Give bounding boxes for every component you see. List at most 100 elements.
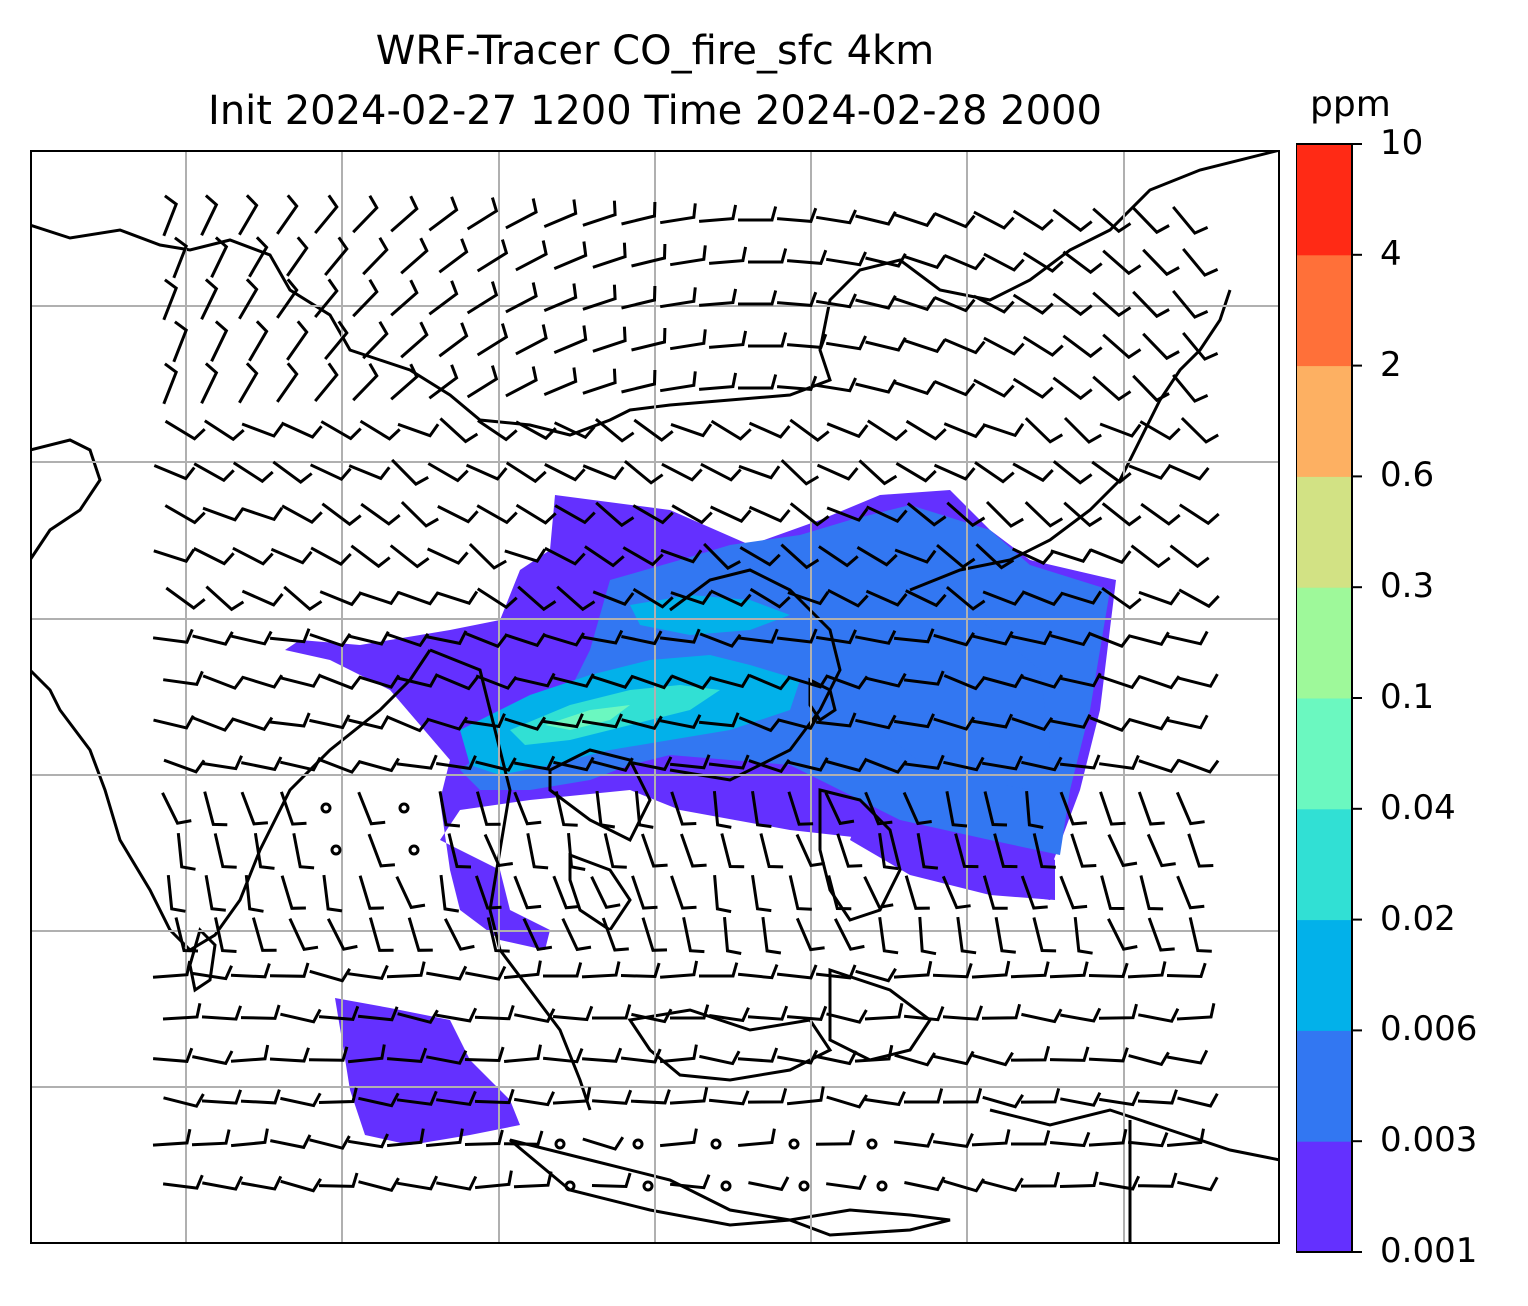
wind-barb (787, 591, 830, 606)
wind-barb (553, 325, 588, 354)
wind-barb (407, 917, 433, 952)
wind-barb (428, 364, 459, 400)
wind-barb (631, 243, 667, 268)
wind-barb (855, 967, 897, 983)
wind-barb (904, 1088, 944, 1104)
wind-barb (592, 674, 635, 689)
wind-barb (1172, 289, 1209, 319)
wind-barb (827, 875, 852, 911)
wind-barb (172, 236, 189, 279)
wind-barb (1059, 754, 1101, 770)
wind-barb (386, 961, 426, 979)
wind-barb (972, 1051, 1014, 1067)
wind-barb (709, 589, 752, 608)
wind-barb (270, 1134, 312, 1150)
wind-barb (906, 502, 947, 527)
wind-barb (241, 756, 283, 772)
wind-barb (827, 588, 869, 608)
wind-barb (308, 1046, 349, 1062)
wind-barb (200, 362, 219, 404)
wind-barb (280, 756, 322, 772)
wind-barb (592, 757, 634, 773)
wind-barb (1011, 630, 1053, 646)
wind-barb (943, 1178, 985, 1193)
wind-barb (192, 716, 235, 732)
wind-barb (464, 1046, 505, 1063)
wind-barb (352, 278, 379, 318)
wind-barb (347, 964, 389, 980)
wind-barb (543, 367, 578, 396)
wind-barb (632, 504, 674, 525)
wind-barb (309, 1135, 351, 1150)
wind-barb (163, 758, 206, 774)
wind-barb (348, 464, 391, 481)
wind-barb (241, 1175, 283, 1191)
wind-barb (477, 419, 518, 442)
wind-barb (708, 246, 748, 265)
wind-barb (670, 591, 713, 606)
wind-barb (836, 833, 863, 868)
wind-barb (659, 203, 697, 225)
wind-barb (971, 713, 1014, 729)
wind-barb (904, 338, 947, 354)
wind-barb (864, 1091, 906, 1107)
wind-barb (747, 1088, 788, 1104)
wind-barb (776, 628, 818, 644)
wind-barb (1166, 962, 1207, 979)
wind-barb (1049, 961, 1089, 979)
wind-barb (582, 368, 617, 395)
calm-wind-circle (330, 844, 342, 856)
wind-barb (981, 1003, 1022, 1020)
wind-barb (1142, 332, 1180, 361)
wind-barb (561, 917, 592, 952)
wind-barb (203, 791, 228, 827)
wind-barb (231, 716, 274, 732)
wind-barb (241, 589, 284, 607)
wind-barb (582, 200, 617, 227)
wind-barb (162, 278, 179, 321)
wind-barb (272, 460, 313, 484)
wind-barb (825, 335, 867, 351)
wind-barb (162, 194, 179, 237)
wind-barb (567, 832, 586, 871)
wind-barb (428, 280, 459, 316)
colorbar (1296, 143, 1362, 1253)
wind-barb (1172, 373, 1209, 403)
wind-barb (1137, 1089, 1178, 1105)
wind-barb (943, 756, 985, 772)
wind-barb (1012, 209, 1054, 231)
wind-barb (1176, 1002, 1216, 1021)
wind-barb (759, 833, 784, 869)
wind-barb (465, 463, 508, 481)
wind-barb (777, 715, 819, 731)
wind-barb (352, 194, 379, 234)
wind-barb (855, 714, 897, 730)
wind-barb (397, 590, 440, 606)
wind-barb (435, 1090, 477, 1106)
wind-barb (594, 418, 635, 443)
wind-barb (631, 756, 673, 772)
wind-barb (326, 918, 358, 951)
wind-barb (427, 462, 469, 483)
wind-barb (162, 1174, 204, 1190)
wind-barb (983, 791, 1008, 827)
wind-barb (213, 833, 237, 869)
wind-barb (1139, 875, 1164, 911)
wind-barb (918, 916, 937, 956)
wind-barb (816, 1050, 858, 1066)
wind-barb (1052, 460, 1093, 485)
wind-barb (292, 833, 315, 870)
wind-barb (204, 874, 226, 912)
wind-barb (515, 420, 557, 441)
wind-barb (865, 758, 908, 774)
wind-barb (855, 295, 897, 310)
wind-barb (1142, 248, 1180, 277)
wind-barb (438, 791, 461, 828)
wind-barb (670, 875, 697, 910)
wind-barb (669, 329, 707, 351)
wind-barb (1182, 331, 1219, 361)
wind-barb (474, 1170, 513, 1190)
wind-barb (1128, 716, 1170, 731)
calm-wind-circle (320, 802, 332, 814)
wind-barb (286, 236, 309, 277)
